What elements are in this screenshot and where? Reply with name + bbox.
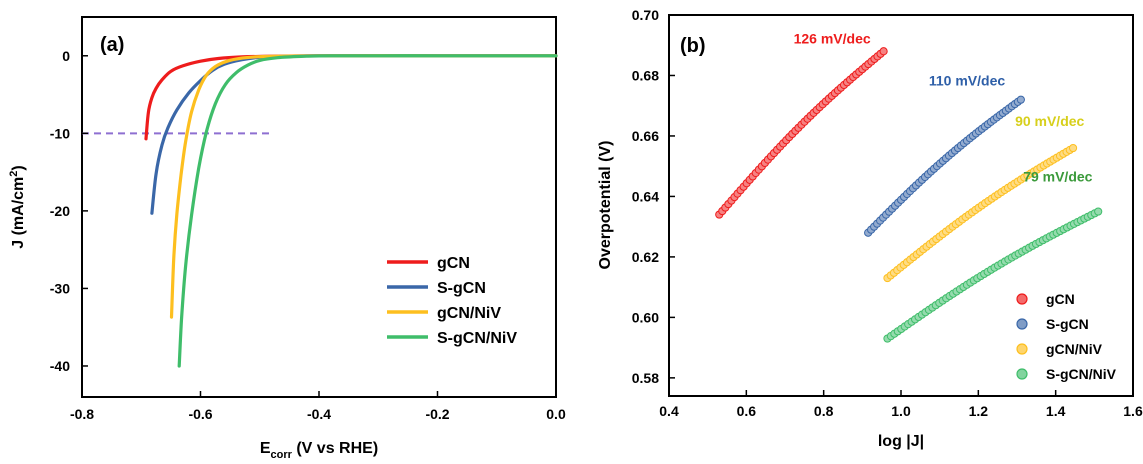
y-tick-label: 0.70 (632, 7, 659, 23)
series-line-gcn-niv (169, 54, 558, 319)
legend-label: gCN (1046, 291, 1075, 307)
panel-a: -0.8 -0.6 -0.4 -0.2 0.0 0 -10 -20 -30 -40 (a) Eco… (8, 16, 566, 461)
panel-b-legend: gCN S-gCN gCN/NiV S-gCN/NiV (1016, 291, 1117, 382)
legend-label: gCN/NiV (1046, 341, 1103, 357)
panel-b-label: (b) (680, 35, 706, 57)
panel-a-legend: gCN S-gCN gCN/NiV S-gCN/NiV (387, 255, 517, 347)
y-tick-label: 0.62 (632, 249, 659, 265)
x-tick-label: 1.6 (1123, 403, 1143, 419)
slope-label: 90 mV/dec (1015, 113, 1084, 129)
legend-marker (1016, 368, 1028, 380)
data-point (1016, 95, 1025, 104)
series-line-s-gcn (150, 54, 558, 215)
y-tick-label: 0 (62, 48, 70, 64)
x-tick-label: 1.4 (1046, 403, 1066, 419)
legend-marker (1016, 293, 1028, 305)
series-line-s-gcn-niv (177, 54, 558, 368)
y-tick-label: -30 (50, 280, 70, 296)
panel-a-x-axis-label: Ecorr (V vs RHE) (260, 440, 378, 461)
y-tick-label: 0.60 (632, 309, 659, 325)
data-point (879, 47, 888, 56)
legend-label: S-gCN/NiV (437, 330, 517, 347)
y-tick-label: 0.58 (632, 370, 659, 386)
panel-b-y-axis-label: Overpotential (V) (597, 141, 614, 270)
panel-a-label: (a) (100, 34, 124, 56)
x-tick-label: 0.4 (659, 403, 679, 419)
data-point (1068, 143, 1078, 153)
y-tick-label: 0.66 (632, 128, 659, 144)
x-tick-label: 1.0 (891, 403, 911, 419)
legend-label: gCN (437, 255, 470, 272)
slope-label: 110 mV/dec (929, 73, 1005, 89)
y-tick-label: -40 (50, 358, 70, 374)
panel-a-y-axis-label: J (mA/cm2) (8, 165, 27, 248)
x-tick-label: 0.8 (814, 403, 834, 419)
x-tick-label: 0.6 (737, 403, 757, 419)
panel-b-x-axis-label: log |J| (878, 433, 924, 450)
y-tick-label: -10 (50, 125, 70, 141)
data-point (1094, 207, 1103, 216)
x-tick-label: -0.8 (70, 406, 94, 422)
legend-label: S-gCN (437, 280, 486, 297)
x-tick-label: -0.6 (188, 406, 212, 422)
slope-label: 79 mV/dec (1023, 169, 1092, 185)
x-tick-label: -0.4 (307, 406, 331, 422)
x-tick-label: 1.2 (969, 403, 989, 419)
y-tick-label: 0.68 (632, 67, 659, 83)
y-tick-label: -20 (50, 203, 70, 219)
x-tick-label: -0.2 (425, 406, 449, 422)
legend-marker (1016, 318, 1028, 330)
slope-label: 126 mV/dec (794, 30, 871, 46)
legend-label: gCN/NiV (437, 305, 501, 322)
legend-label: S-gCN (1046, 316, 1089, 332)
panel-b: 0.4 0.6 0.8 1.0 1.2 1.4 1.6 0.58 0.60 0.62 0.64 0.6… (597, 7, 1143, 450)
legend-marker (1016, 343, 1028, 355)
legend-label: S-gCN/NiV (1046, 366, 1117, 382)
y-tick-label: 0.64 (632, 188, 659, 204)
x-tick-label: 0.0 (546, 406, 566, 422)
